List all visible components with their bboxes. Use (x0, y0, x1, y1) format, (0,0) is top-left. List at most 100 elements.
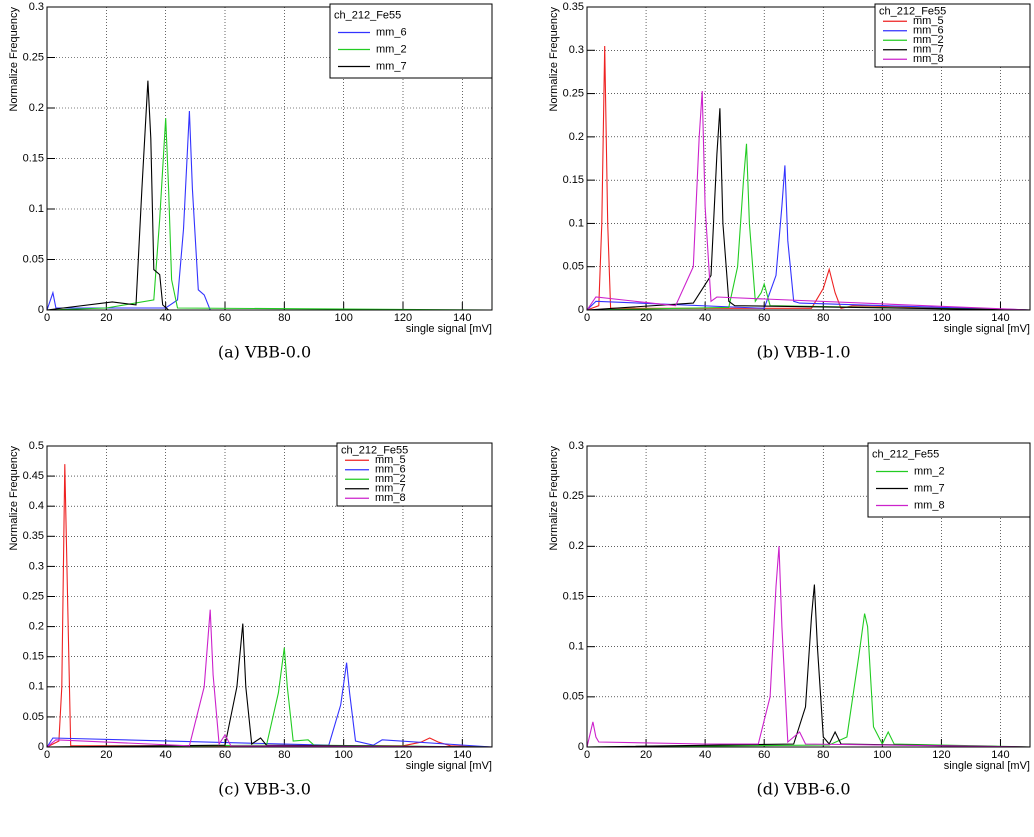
y-tick-label: 0.05 (563, 691, 584, 703)
plot-frame (46, 445, 493, 748)
x-tick-label: 140 (991, 749, 1009, 761)
series-line (46, 647, 493, 748)
y-tick-label: 0.1 (569, 217, 584, 229)
series-line (586, 45, 1031, 311)
x-tick-label: 20 (640, 312, 652, 324)
x-tick-label: 20 (640, 749, 652, 761)
legend-label: mm_7 (375, 483, 406, 495)
series-line (46, 623, 493, 748)
x-tick-label: 100 (873, 312, 891, 324)
legend-label: mm_6 (375, 464, 406, 476)
legend-label: mm_8 (913, 53, 944, 65)
y-tick-label: 0.1 (569, 641, 584, 653)
x-tick-label: 0 (584, 312, 590, 324)
legend-title: ch_212_Fe55 (872, 448, 939, 460)
y-tick-label: 0.15 (23, 152, 44, 164)
caption: (a) VBB-0.0 (218, 343, 311, 362)
y-tick-label: 0.3 (569, 440, 584, 452)
y-tick-label: 0.45 (23, 470, 44, 482)
caption: (c) VBB-3.0 (218, 780, 311, 799)
x-tick-label: 80 (817, 749, 829, 761)
y-tick-label: 0.15 (23, 651, 44, 663)
legend-label: mm_8 (375, 492, 406, 504)
legend-label: mm_2 (375, 473, 406, 485)
x-tick-label: 120 (394, 312, 412, 324)
series-line (46, 118, 493, 311)
x-tick-label: 140 (453, 312, 471, 324)
x-axis-label: single signal [mV] (406, 760, 492, 772)
legend-title: ch_212_Fe55 (334, 9, 401, 21)
legend-label: mm_6 (913, 25, 944, 37)
y-tick-label: 0.15 (563, 174, 584, 186)
legend-label: mm_7 (913, 44, 944, 56)
y-tick-label: 0.05 (23, 711, 44, 723)
y-tick-label: 0.05 (563, 261, 584, 273)
y-axis-label: Normalize Frequency (8, 7, 20, 112)
y-tick-label: 0.2 (569, 540, 584, 552)
y-tick-label: 0.2 (29, 621, 44, 633)
x-tick-label: 100 (873, 749, 891, 761)
x-axis-label: single signal [mV] (944, 323, 1030, 335)
legend-label: mm_7 (376, 60, 407, 72)
caption: (d) VBB-6.0 (756, 780, 850, 799)
series-line (586, 546, 1031, 748)
caption: (b) VBB-1.0 (756, 343, 850, 362)
y-axis-label: Normalize Frequency (548, 446, 560, 551)
legend-label: mm_7 (914, 482, 945, 494)
plot-frame (586, 6, 1031, 311)
y-tick-label: 0.25 (563, 490, 584, 502)
y-tick-label: 0.1 (29, 681, 44, 693)
x-axis-label: single signal [mV] (944, 760, 1030, 772)
legend-box (336, 442, 493, 507)
x-tick-label: 40 (160, 312, 172, 324)
legend-label: mm_2 (913, 34, 944, 46)
x-tick-label: 120 (932, 312, 950, 324)
x-tick-label: 0 (44, 749, 50, 761)
x-tick-label: 100 (334, 312, 352, 324)
x-tick-label: 120 (932, 749, 950, 761)
y-tick-label: 0 (578, 304, 584, 316)
plot-frame (586, 445, 1031, 748)
y-tick-label: 0.3 (29, 1, 44, 13)
legend-label: mm_5 (375, 454, 406, 466)
x-tick-label: 80 (278, 749, 290, 761)
series-line (46, 110, 492, 311)
legend-title: ch_212_Fe55 (341, 445, 408, 457)
x-tick-label: 40 (699, 312, 711, 324)
series-line (586, 108, 1031, 311)
y-tick-label: 0.2 (29, 102, 44, 114)
legend-label: mm_2 (914, 465, 945, 477)
y-axis-label: Normalize Frequency (8, 446, 20, 551)
x-axis-label: single signal [mV] (406, 323, 492, 335)
y-tick-label: 0.35 (23, 530, 44, 542)
y-axis-label: Normalize Frequency (548, 7, 560, 112)
legend-box (329, 3, 493, 79)
x-tick-label: 120 (394, 749, 412, 761)
x-tick-label: 60 (758, 749, 770, 761)
y-tick-label: 0.25 (23, 51, 44, 63)
y-tick-label: 0.15 (563, 590, 584, 602)
plot-frame (46, 6, 493, 311)
y-tick-label: 0.3 (29, 560, 44, 572)
legend-title: ch_212_Fe55 (879, 6, 946, 18)
x-tick-label: 40 (160, 749, 172, 761)
y-tick-label: 0.5 (29, 440, 44, 452)
x-tick-label: 140 (991, 312, 1009, 324)
legend-label: mm_8 (914, 499, 945, 511)
legend-box (867, 442, 1031, 518)
series-line (586, 165, 1031, 311)
x-tick-label: 20 (100, 749, 112, 761)
series-line (46, 80, 492, 311)
x-tick-label: 60 (219, 749, 231, 761)
y-tick-label: 0 (38, 304, 44, 316)
x-tick-label: 60 (758, 312, 770, 324)
y-tick-label: 0.25 (23, 590, 44, 602)
x-tick-label: 80 (278, 312, 290, 324)
series-line (46, 609, 493, 748)
x-tick-label: 80 (817, 312, 829, 324)
legend-label: mm_6 (376, 26, 407, 38)
y-tick-label: 0 (578, 741, 584, 753)
series-line (46, 464, 493, 748)
x-tick-label: 40 (699, 749, 711, 761)
